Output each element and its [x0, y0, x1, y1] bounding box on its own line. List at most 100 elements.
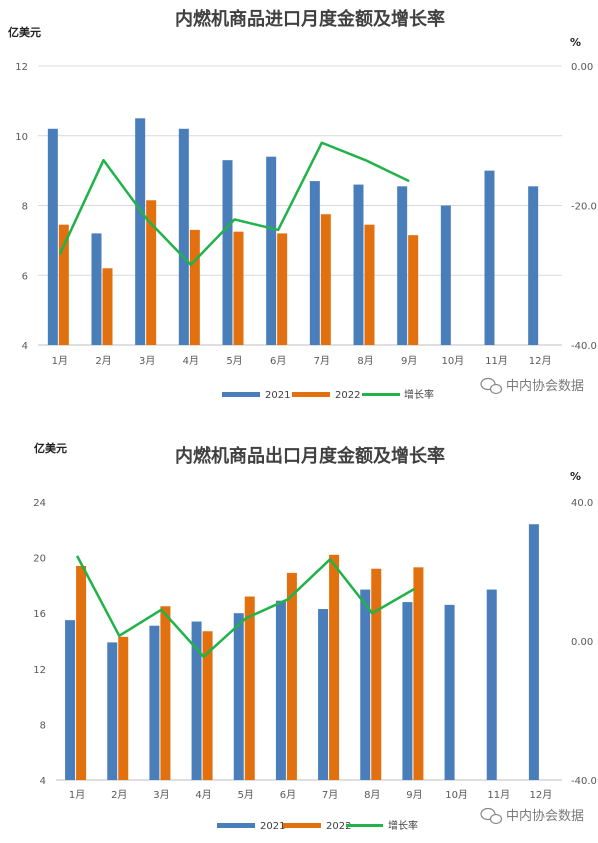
bar-2021-5月	[222, 160, 233, 345]
x-tick-label: 12月	[529, 355, 552, 367]
bar-2021-2月	[91, 233, 102, 345]
bar-2021-12月	[528, 524, 539, 780]
export-chart: 内燃机商品出口月度金额及增长率 亿美元 % 4 8 12 16 20 24 -40.0 0.0…	[33, 441, 597, 832]
x-tick-label: 12月	[530, 789, 553, 801]
bar-2021-8月	[360, 589, 371, 780]
x-tick-label: 8月	[364, 789, 380, 801]
bar-2021-4月	[178, 128, 189, 345]
y-tick-label: 4	[22, 341, 28, 352]
x-tick-label: 8月	[357, 355, 373, 367]
y2-tick-label: 40.0	[571, 498, 593, 509]
import-chart: 内燃机商品进口月度金额及增长率 亿美元 % 4 6 8 10 12 -40.0 -20.0 0…	[8, 8, 597, 401]
bar-2021-11月	[486, 589, 497, 780]
legend-label-2021: 2021	[260, 821, 285, 832]
wechat-icon	[480, 807, 503, 825]
y-axis-unit-label: 亿美元	[34, 441, 67, 455]
y2-axis-unit-label: %	[570, 470, 581, 483]
bar-2021-9月	[397, 186, 408, 345]
x-tick-label: 10月	[445, 789, 468, 801]
export-chart-panel: 内燃机商品出口月度金额及增长率 亿美元 % 4 8 12 16 20 24 -40.0 0.0…	[0, 430, 598, 839]
x-tick-label: 5月	[226, 355, 242, 367]
y2-tick-label: 0.00	[571, 637, 593, 648]
bar-2021-6月	[275, 600, 286, 780]
y-tick-label: 6	[22, 271, 28, 282]
x-tick-label: 9月	[406, 789, 422, 801]
bar-2021-8月	[353, 184, 364, 345]
bar-2021-5月	[233, 613, 244, 780]
bar-2021-1月	[47, 128, 58, 345]
legend-swatch-2021	[222, 392, 260, 397]
bar-2021-4月	[191, 621, 202, 780]
y-tick-label: 8	[40, 720, 46, 731]
bar-2021-3月	[149, 625, 160, 780]
bar-2022-7月	[320, 214, 331, 345]
bar-2022-9月	[413, 567, 424, 780]
watermark: 中内协会数据	[480, 377, 584, 395]
x-tick-label: 9月	[401, 355, 417, 367]
x-tick-label: 3月	[153, 789, 169, 801]
y2-tick-label: -40.0	[571, 776, 597, 787]
bar-2021-10月	[444, 604, 455, 780]
import-chart-panel: 内燃机商品进口月度金额及增长率 亿美元 % 4 6 8 10 12 -40.0 -20.0 0…	[0, 0, 598, 412]
x-tick-label: 7月	[314, 355, 330, 367]
bar-2022-6月	[277, 233, 288, 345]
watermark-text: 中内协会数据	[506, 378, 584, 394]
bar-2022-6月	[286, 572, 297, 780]
bar-2022-2月	[102, 268, 113, 345]
wechat-icon	[480, 377, 503, 395]
y-tick-label: 8	[22, 202, 28, 213]
bar-2022-4月	[202, 631, 213, 780]
x-tick-label: 4月	[195, 789, 211, 801]
legend-label-growth: 增长率	[404, 388, 434, 401]
bar-2022-9月	[408, 235, 419, 345]
bar-2022-3月	[146, 200, 157, 345]
watermark: 中内协会数据	[480, 807, 584, 825]
growth-rate-line	[75, 555, 416, 658]
bar-2021-11月	[484, 170, 495, 345]
x-tick-label: 5月	[238, 789, 254, 801]
x-tick-label: 10月	[441, 355, 464, 367]
x-tick-label: 4月	[183, 355, 199, 367]
x-tick-label: 1月	[69, 789, 85, 801]
bar-2022-5月	[244, 596, 255, 780]
y-tick-label: 16	[33, 609, 46, 620]
bar-2021-2月	[107, 642, 118, 780]
x-tick-label: 1月	[52, 355, 68, 367]
y-tick-label: 20	[33, 554, 46, 565]
watermark-text: 中内协会数据	[506, 808, 584, 824]
x-tick-label: 6月	[280, 789, 296, 801]
bar-2021-1月	[65, 620, 76, 780]
bar-2022-7月	[329, 554, 340, 780]
y-axis-unit-label: 亿美元	[8, 25, 41, 39]
chart-title: 内燃机商品出口月度金额及增长率	[175, 445, 445, 467]
bar-2022-5月	[233, 231, 244, 345]
bar-2022-8月	[364, 224, 375, 345]
y-tick-label: 12	[15, 62, 28, 73]
x-tick-label: 2月	[95, 355, 111, 367]
y-tick-label: 24	[33, 498, 46, 509]
y-tick-label: 10	[15, 132, 28, 143]
legend-swatch-2022	[292, 392, 330, 397]
y2-tick-label: 0.00	[571, 62, 593, 73]
x-tick-label: 11月	[485, 355, 508, 367]
bar-2022-1月	[76, 565, 87, 780]
bar-2021-7月	[309, 181, 320, 345]
x-tick-label: 3月	[139, 355, 155, 367]
y-tick-label: 12	[33, 665, 46, 676]
y-tick-label: 4	[40, 776, 46, 787]
chart-legend: 2021 2022 增长率	[217, 819, 418, 832]
x-tick-label: 6月	[270, 355, 286, 367]
legend-label-2022: 2022	[326, 821, 351, 832]
y2-tick-label: -40.0	[571, 341, 597, 352]
bar-2022-8月	[371, 568, 382, 780]
bar-2022-3月	[160, 606, 171, 780]
bar-2022-4月	[189, 229, 200, 345]
bar-2021-12月	[528, 186, 539, 345]
legend-label-2022: 2022	[335, 390, 360, 401]
legend-label-growth: 增长率	[388, 819, 418, 832]
chart-title: 内燃机商品进口月度金额及增长率	[175, 8, 445, 30]
x-tick-label: 11月	[487, 789, 510, 801]
bar-2022-1月	[58, 224, 69, 345]
legend-swatch-2022	[283, 823, 321, 828]
chart-legend: 2021 2022 增长率	[222, 388, 434, 401]
